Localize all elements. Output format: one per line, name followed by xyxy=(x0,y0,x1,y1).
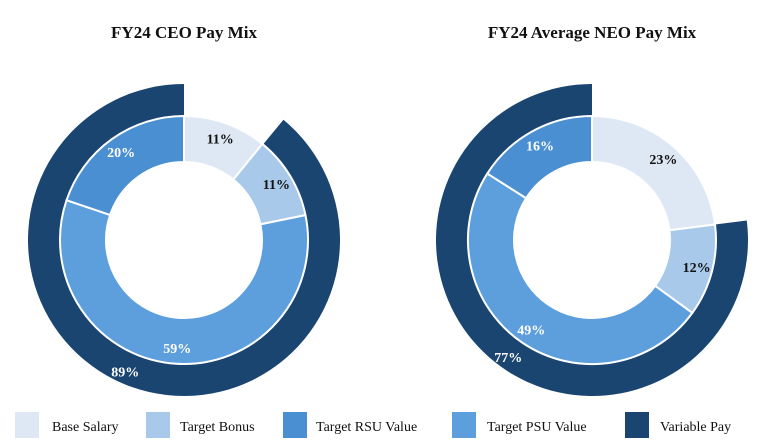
ceo-donut-chart: 11% 11% 59% 20% 89% xyxy=(28,84,341,396)
neo-target-rsu-slice xyxy=(485,114,593,200)
neo-target-bonus-label: 12% xyxy=(683,261,711,276)
legend-swatch-target-rsu xyxy=(283,412,307,438)
neo-target-psu-slice xyxy=(466,172,694,366)
legend: Base Salary Target Bonus Target RSU Valu… xyxy=(15,412,731,438)
ceo-variable-pay-label: 89% xyxy=(111,366,139,381)
ceo-target-rsu-slice xyxy=(65,114,185,217)
neo-chart-title: FY24 Average NEO Pay Mix xyxy=(488,23,697,42)
ceo-base-salary-label: 11% xyxy=(207,132,234,147)
legend-label-target-rsu: Target RSU Value xyxy=(316,420,417,435)
ceo-target-rsu-label: 20% xyxy=(107,146,135,161)
ceo-target-bonus-label: 11% xyxy=(263,178,290,193)
neo-target-rsu-label: 16% xyxy=(526,139,554,154)
ceo-chart-title: FY24 CEO Pay Mix xyxy=(111,23,257,42)
legend-label-variable-pay: Variable Pay xyxy=(660,420,731,435)
legend-label-base-salary: Base Salary xyxy=(52,420,118,435)
legend-swatch-target-psu xyxy=(452,412,476,438)
neo-donut-chart: 23% 12% 49% 16% 77% xyxy=(435,84,748,396)
neo-base-salary-slice xyxy=(591,114,717,232)
legend-item-target-psu: Target PSU Value xyxy=(452,412,587,438)
legend-swatch-variable-pay xyxy=(625,412,649,438)
neo-base-salary-label: 23% xyxy=(649,153,677,168)
ceo-target-psu-label: 59% xyxy=(163,342,191,357)
legend-item-base-salary: Base Salary xyxy=(15,412,118,438)
legend-swatch-target-bonus xyxy=(146,412,170,438)
legend-label-target-psu: Target PSU Value xyxy=(487,420,587,435)
legend-swatch-base-salary xyxy=(15,412,39,438)
legend-item-target-bonus: Target Bonus xyxy=(146,412,255,438)
legend-label-target-bonus: Target Bonus xyxy=(180,420,255,435)
legend-item-variable-pay: Variable Pay xyxy=(625,412,731,438)
ceo-target-psu-slice xyxy=(59,198,309,365)
legend-item-target-rsu: Target RSU Value xyxy=(283,412,417,438)
neo-variable-pay-label: 77% xyxy=(494,351,522,366)
neo-target-psu-label: 49% xyxy=(517,323,545,338)
